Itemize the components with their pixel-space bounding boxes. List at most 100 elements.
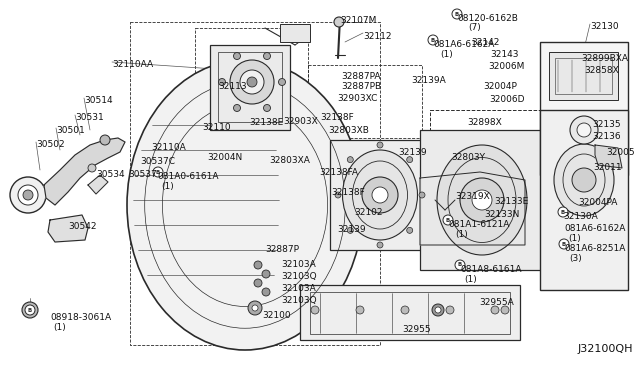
Ellipse shape — [558, 207, 568, 217]
Text: B: B — [458, 263, 462, 267]
Text: 32004P: 32004P — [483, 82, 517, 91]
Ellipse shape — [577, 123, 591, 137]
Ellipse shape — [455, 260, 465, 270]
Text: B: B — [562, 241, 566, 247]
Text: (1): (1) — [568, 234, 580, 243]
Text: 32006M: 32006M — [488, 62, 524, 71]
Text: 32138E: 32138E — [249, 118, 284, 127]
Ellipse shape — [254, 279, 262, 287]
Polygon shape — [420, 172, 525, 245]
Bar — [420, 130, 545, 270]
Ellipse shape — [264, 105, 271, 112]
Bar — [195, 28, 308, 134]
Text: 32004N: 32004N — [207, 153, 243, 162]
Bar — [295, 162, 420, 240]
Text: 32143: 32143 — [490, 50, 518, 59]
Polygon shape — [88, 175, 108, 194]
Bar — [280, 24, 310, 42]
Ellipse shape — [278, 78, 285, 86]
Text: 32803XA: 32803XA — [269, 156, 310, 165]
Ellipse shape — [559, 239, 569, 249]
Text: 081A1-6121A: 081A1-6121A — [448, 220, 509, 229]
Ellipse shape — [240, 70, 264, 94]
Ellipse shape — [127, 60, 363, 350]
Text: B: B — [431, 38, 435, 42]
Ellipse shape — [406, 157, 413, 163]
Text: 081A0-6161A: 081A0-6161A — [157, 172, 218, 181]
Text: B: B — [28, 308, 32, 312]
Text: 30531: 30531 — [75, 113, 104, 122]
Ellipse shape — [491, 306, 499, 314]
Bar — [430, 110, 540, 245]
Text: 32136: 32136 — [592, 132, 621, 141]
Ellipse shape — [25, 305, 35, 315]
Ellipse shape — [401, 306, 409, 314]
Text: (3): (3) — [569, 254, 582, 263]
Text: 32130A: 32130A — [563, 212, 598, 221]
Text: 32103A: 32103A — [281, 260, 316, 269]
Ellipse shape — [372, 187, 388, 203]
Text: 32130: 32130 — [590, 22, 619, 31]
Ellipse shape — [432, 304, 444, 316]
Text: 32113: 32113 — [218, 82, 246, 91]
Text: 32139A: 32139A — [411, 76, 445, 85]
Bar — [549, 52, 618, 100]
Bar — [555, 58, 612, 94]
Bar — [330, 140, 430, 250]
Text: 32138FA: 32138FA — [319, 168, 358, 177]
Ellipse shape — [335, 192, 341, 198]
Text: 08918-3061A: 08918-3061A — [50, 313, 111, 322]
Text: 32110AA: 32110AA — [112, 60, 153, 69]
Ellipse shape — [419, 192, 425, 198]
Bar — [308, 65, 422, 138]
Text: 32004PA: 32004PA — [578, 198, 618, 207]
Ellipse shape — [88, 164, 96, 172]
Ellipse shape — [26, 306, 34, 314]
Text: 30537: 30537 — [128, 170, 157, 179]
Ellipse shape — [262, 288, 270, 296]
Text: 30537C: 30537C — [140, 157, 175, 166]
Text: 32899BXA: 32899BXA — [581, 54, 628, 63]
Text: 32887PB: 32887PB — [341, 82, 381, 91]
Polygon shape — [48, 215, 88, 242]
Ellipse shape — [252, 305, 258, 311]
Text: 081A8-6161A: 081A8-6161A — [460, 265, 522, 274]
Bar — [218, 52, 282, 122]
Polygon shape — [595, 145, 622, 168]
Text: 32138F: 32138F — [331, 188, 365, 197]
Ellipse shape — [234, 52, 241, 60]
Text: B: B — [561, 209, 565, 215]
Text: 32803XB: 32803XB — [328, 126, 369, 135]
Ellipse shape — [554, 144, 614, 216]
Ellipse shape — [437, 145, 527, 255]
Text: (1): (1) — [464, 275, 477, 284]
Ellipse shape — [472, 190, 492, 210]
Ellipse shape — [501, 306, 509, 314]
Ellipse shape — [348, 227, 353, 233]
Text: 32110: 32110 — [202, 123, 230, 132]
Bar — [210, 45, 290, 130]
Ellipse shape — [234, 105, 241, 112]
Text: 32139: 32139 — [398, 148, 427, 157]
Text: 32887P: 32887P — [265, 245, 299, 254]
Ellipse shape — [570, 116, 598, 144]
Bar — [300, 285, 520, 340]
Ellipse shape — [362, 177, 398, 213]
Ellipse shape — [452, 9, 462, 19]
Text: 081A6-6162A: 081A6-6162A — [433, 40, 494, 49]
Ellipse shape — [460, 178, 504, 222]
Text: 32142: 32142 — [471, 38, 499, 47]
Text: 32006D: 32006D — [489, 95, 525, 104]
Text: 30534: 30534 — [96, 170, 125, 179]
Bar — [310, 292, 510, 334]
Text: 32903XC: 32903XC — [337, 94, 378, 103]
Text: 32103A: 32103A — [281, 284, 316, 293]
Text: 32138F: 32138F — [320, 113, 354, 122]
Text: 32107M: 32107M — [340, 16, 376, 25]
Text: 32100: 32100 — [262, 311, 291, 320]
Ellipse shape — [446, 306, 454, 314]
Text: 32887PA: 32887PA — [341, 72, 381, 81]
Ellipse shape — [23, 190, 33, 200]
Text: B: B — [446, 218, 450, 222]
Ellipse shape — [443, 215, 453, 225]
